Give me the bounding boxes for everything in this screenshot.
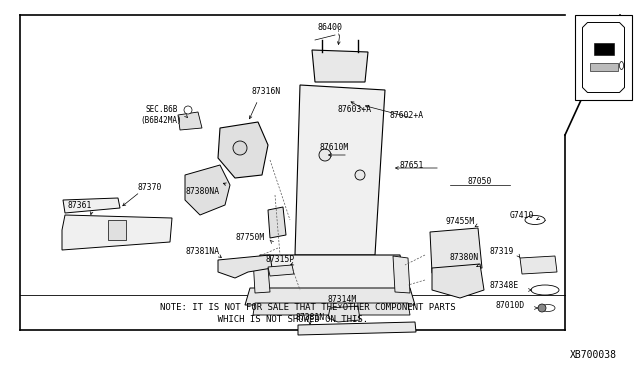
Text: 97455M: 97455M: [446, 218, 476, 227]
Text: G7410: G7410: [510, 211, 534, 219]
Text: 87381NA: 87381NA: [185, 247, 219, 257]
Text: 87380N: 87380N: [450, 253, 479, 263]
Circle shape: [233, 141, 247, 155]
Bar: [108, 220, 126, 240]
Text: XB700038: XB700038: [570, 350, 617, 360]
Polygon shape: [255, 255, 405, 290]
Polygon shape: [328, 306, 360, 322]
Text: 87050: 87050: [468, 177, 492, 186]
Polygon shape: [63, 198, 120, 213]
Text: 87380NA: 87380NA: [185, 187, 219, 196]
Ellipse shape: [541, 305, 555, 311]
Polygon shape: [218, 255, 272, 278]
Text: 87750M: 87750M: [235, 234, 264, 243]
Text: 87316N: 87316N: [252, 87, 281, 96]
Polygon shape: [295, 85, 385, 255]
Text: SEC.B6B: SEC.B6B: [145, 106, 177, 115]
Polygon shape: [218, 122, 268, 178]
Polygon shape: [312, 50, 368, 82]
Text: 87010D: 87010D: [495, 301, 524, 310]
Polygon shape: [268, 265, 294, 276]
Polygon shape: [430, 228, 482, 273]
Polygon shape: [178, 112, 202, 130]
Text: 87361: 87361: [68, 201, 92, 209]
Polygon shape: [185, 165, 230, 215]
Text: 87610M: 87610M: [320, 144, 349, 153]
Circle shape: [319, 149, 331, 161]
Polygon shape: [253, 256, 270, 293]
Circle shape: [184, 106, 192, 114]
Text: 87603+A: 87603+A: [338, 106, 372, 115]
Text: (B6B42MA): (B6B42MA): [140, 115, 182, 125]
Polygon shape: [393, 256, 410, 293]
Polygon shape: [253, 303, 410, 315]
Circle shape: [538, 304, 546, 312]
Bar: [589, 62, 618, 71]
Polygon shape: [62, 215, 172, 250]
Circle shape: [355, 170, 365, 180]
Text: 87315P: 87315P: [266, 256, 295, 264]
Text: 87319: 87319: [490, 247, 515, 257]
Polygon shape: [245, 288, 415, 305]
Text: 87602+A: 87602+A: [390, 110, 424, 119]
Text: 87381N: 87381N: [295, 314, 324, 323]
Bar: [593, 42, 614, 55]
Polygon shape: [432, 264, 484, 298]
Bar: [575, 15, 632, 100]
Polygon shape: [298, 322, 416, 335]
Text: 87348E: 87348E: [490, 282, 519, 291]
Ellipse shape: [620, 61, 623, 70]
Text: 87370: 87370: [138, 183, 163, 192]
Text: WHICH IS NOT SHOWED ON THIS.: WHICH IS NOT SHOWED ON THIS.: [180, 315, 368, 324]
Polygon shape: [582, 22, 625, 93]
Text: 87651: 87651: [400, 160, 424, 170]
Text: 87314M: 87314M: [328, 295, 357, 305]
Polygon shape: [520, 256, 557, 274]
Text: 86400: 86400: [318, 23, 343, 32]
Polygon shape: [268, 207, 286, 238]
Text: NOTE: IT IS NOT FOR SALE THAT THE OTHER COMPONENT PARTS: NOTE: IT IS NOT FOR SALE THAT THE OTHER …: [160, 304, 456, 312]
Ellipse shape: [531, 285, 559, 295]
Ellipse shape: [525, 215, 545, 224]
